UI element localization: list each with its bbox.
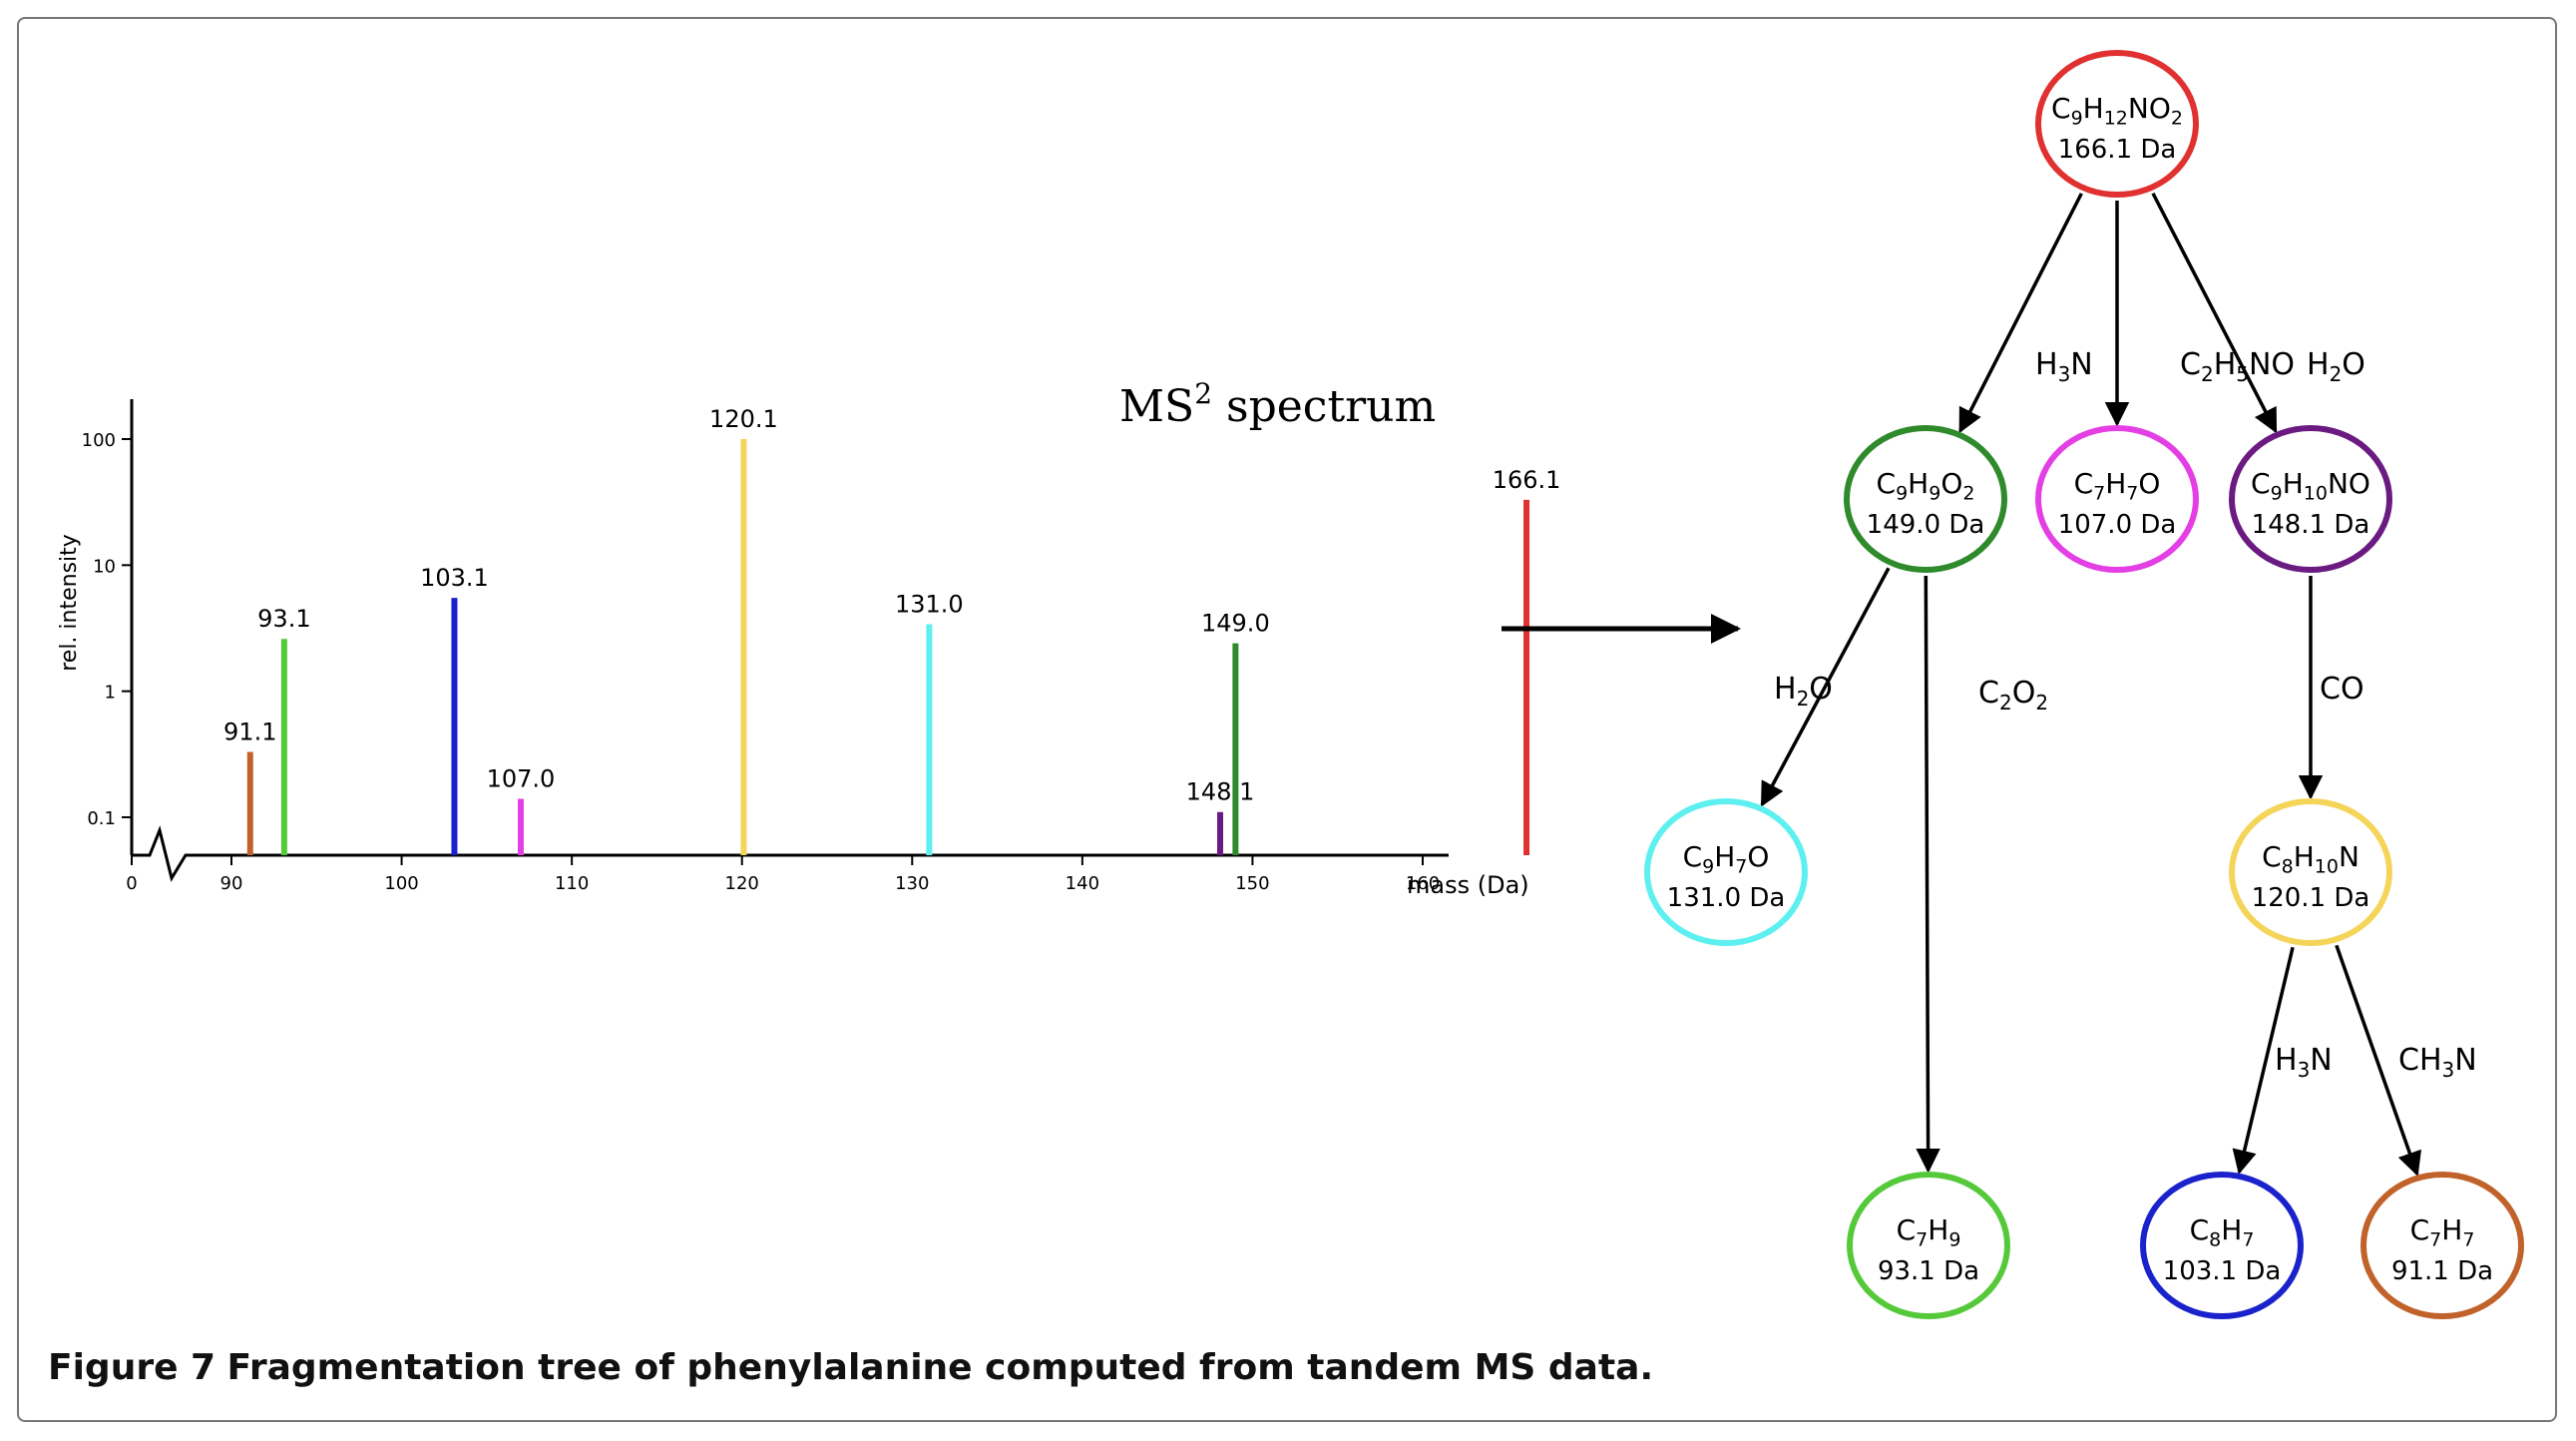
x-axis-label: mass (Da) [1407, 871, 1529, 899]
node-formula-root: C9H12NO2 [2051, 92, 2183, 130]
figure-frame [17, 17, 2557, 1422]
node-circle-n91 [2361, 1172, 2524, 1319]
node-formula-n131: C9H7O [1683, 840, 1770, 878]
x-tick-label-0: 0 [126, 873, 137, 894]
node-circle-n93 [1847, 1172, 2010, 1319]
edge-n149-n93 [1916, 575, 1940, 1174]
node-n103: C8H7 103.1 Da [2140, 1172, 2304, 1319]
figure-caption-text: Fragmentation tree of phenylalanine comp… [226, 1347, 1654, 1388]
node-n120: C8H10N 120.1 Da [2229, 798, 2392, 946]
y-tick-label-0: 0.1 [87, 808, 116, 829]
peak-label-103.1: 103.1 [420, 564, 489, 592]
peak-label-149.0: 149.0 [1201, 610, 1270, 638]
spectrum-title-main: MS [1119, 381, 1194, 432]
y-tick-label-3: 100 [82, 430, 116, 451]
figure-label: Figure 7 [48, 1347, 216, 1388]
x-tick-label-6: 140 [1066, 873, 1099, 894]
node-n91: C7H7 91.1 Da [2361, 1172, 2524, 1319]
fragmentation-tree: H3N C2H5NO H2O H2O C2O2 CO H3N CH3N C9H12NO2 166… [1644, 50, 2524, 1319]
edge-n149-n131 [1760, 567, 1891, 807]
tree-nodes: C9H12NO2 166.1 Da C9H9O2 149.0 Da C7H7O 107.0… [1644, 50, 2524, 1319]
y-axis-ticks: 0.1 1 10 100 [82, 430, 132, 829]
x-tick-label-7: 150 [1235, 873, 1269, 894]
node-circle-n107 [2035, 425, 2199, 573]
node-n93: C7H9 93.1 Da [1847, 1172, 2010, 1319]
node-n148: C9H10NO 148.1 Da [2229, 425, 2392, 573]
peak-label-131.0: 131.0 [895, 591, 964, 619]
spectrum-peaks: 91.1 93.1 103.1 107.0 120.1 131.0 148.1 149.0 16… [223, 405, 1560, 855]
node-mass-n131: 131.0 Da [1667, 883, 1786, 913]
x-axis-ticks: 0 90 100 110 120 130 140 150 160 [126, 855, 1440, 894]
tree-edges: H3N C2H5NO H2O H2O C2O2 CO H3N CH3N [1760, 192, 2477, 1177]
peak-label-166.1: 166.1 [1493, 466, 1561, 494]
edge-label-n149-n131: H2O [1774, 672, 1833, 711]
peak-label-91.1: 91.1 [223, 718, 276, 745]
node-formula-n148: C9H10NO [2251, 467, 2370, 505]
node-root: C9H12NO2 166.1 Da [2035, 50, 2199, 198]
node-formula-n149: C9H9O2 [1877, 467, 1975, 505]
node-mass-n107: 107.0 Da [2058, 510, 2177, 540]
spectrum-title: MS2 spectrum [1119, 377, 1436, 432]
edge-label-n120-n91: CH3N [2398, 1043, 2477, 1082]
peak-label-148.1: 148.1 [1186, 778, 1255, 806]
x-tick-label-2: 100 [384, 873, 418, 894]
spectrum-title-sup: 2 [1194, 377, 1212, 410]
node-mass-root: 166.1 Da [2058, 135, 2177, 165]
node-n149: C9H9O2 149.0 Da [1844, 425, 2007, 573]
node-mass-n91: 91.1 Da [2391, 1256, 2493, 1286]
node-formula-n120: C8H10N [2262, 840, 2360, 878]
node-circle-n149 [1844, 425, 2007, 573]
edge-label-root-n107: C2H5NO [2180, 347, 2295, 386]
node-mass-n149: 149.0 Da [1867, 510, 1985, 540]
x-tick-label-8: 160 [1406, 873, 1440, 894]
y-tick-label-2: 10 [93, 556, 116, 577]
peak-label-107.0: 107.0 [487, 765, 556, 793]
node-mass-n120: 120.1 Da [2252, 883, 2370, 913]
node-mass-n93: 93.1 Da [1878, 1256, 1979, 1286]
x-tick-label-5: 130 [895, 873, 929, 894]
node-n131: C9H7O 131.0 Da [1644, 798, 1808, 946]
edge-label-n120-n103: H3N [2275, 1043, 2333, 1082]
node-circle-n148 [2229, 425, 2392, 573]
node-n107: C7H7O 107.0 Da [2035, 425, 2199, 573]
edge-label-n148-n120: CO [2320, 672, 2364, 707]
edge-label-n149-n93: C2O2 [1978, 676, 2048, 715]
y-axis-label: rel. intensity [57, 534, 82, 672]
x-tick-label-4: 120 [725, 873, 759, 894]
node-formula-n93: C7H9 [1897, 1213, 1961, 1251]
edge-root-n148 [2151, 192, 2278, 434]
spectrum-title-rest: spectrum [1212, 381, 1436, 432]
node-mass-n148: 148.1 Da [2252, 510, 2370, 540]
edge-n120-n103 [2232, 946, 2295, 1176]
node-circle-n131 [1644, 798, 1808, 946]
node-formula-n107: C7H7O [2074, 467, 2161, 505]
peak-label-93.1: 93.1 [257, 605, 310, 633]
node-mass-n103: 103.1 Da [2163, 1256, 2282, 1286]
edge-root-n149 [1958, 193, 2083, 434]
node-formula-n103: C8H7 [2190, 1213, 2255, 1251]
node-circle-n120 [2229, 798, 2392, 946]
x-tick-label-3: 110 [555, 873, 589, 894]
node-circle-n103 [2140, 1172, 2304, 1319]
peak-label-120.1: 120.1 [709, 405, 778, 433]
x-axis-break [132, 825, 1449, 882]
edge-label-root-n148: H2O [2307, 347, 2365, 386]
edge-label-root-n149: H3N [2035, 347, 2093, 386]
edge-n120-n91 [2335, 944, 2421, 1177]
node-formula-n91: C7H7 [2410, 1213, 2475, 1251]
node-circle-root [2035, 50, 2199, 198]
x-tick-label-1: 90 [220, 873, 243, 894]
figure-caption: Figure 7 Fragmentation tree of phenylala… [48, 1347, 1653, 1388]
y-tick-label-1: 1 [105, 683, 116, 704]
